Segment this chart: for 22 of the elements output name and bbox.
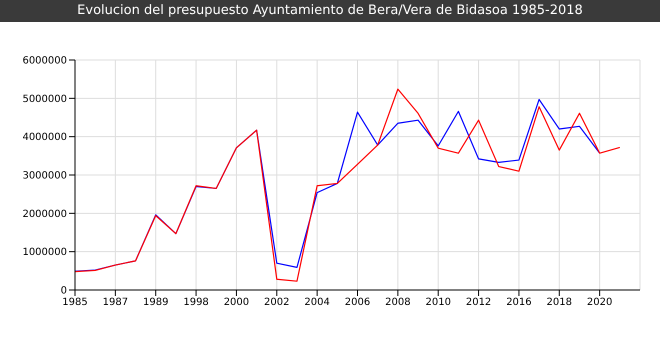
y-tick-label: 6000000 xyxy=(22,56,67,67)
y-tick-label: 4000000 xyxy=(22,132,67,144)
x-tick-label: 2012 xyxy=(466,297,492,308)
x-tick-label: 1985 xyxy=(62,297,88,308)
x-tick-label: 2004 xyxy=(304,297,330,308)
x-tick-label: 2008 xyxy=(385,297,411,308)
y-tick-label: 1000000 xyxy=(22,247,67,258)
x-tick-label: 2016 xyxy=(506,297,532,308)
x-tick-label: 2006 xyxy=(344,297,370,308)
y-tick-label: 5000000 xyxy=(22,94,67,105)
x-tick-label: 1987 xyxy=(102,297,128,308)
y-tick-label: 2000000 xyxy=(22,208,67,220)
chart-title: Evolucion del presupuesto Ayuntamiento de Bera/Vera de Bidasoa 1985-2018 xyxy=(0,0,660,22)
x-tick-label: 2000 xyxy=(224,297,250,308)
x-tick-label: 1989 xyxy=(142,297,168,308)
y-tick-label: 3000000 xyxy=(22,170,67,182)
x-tick-label: 2002 xyxy=(264,297,290,308)
x-tick-label: 1998 xyxy=(183,297,209,308)
y-tick-label: 0 xyxy=(60,286,67,297)
x-tick-label: 2018 xyxy=(546,297,572,308)
x-tick-label: 2020 xyxy=(586,297,612,308)
x-tick-label: 2010 xyxy=(425,297,451,308)
